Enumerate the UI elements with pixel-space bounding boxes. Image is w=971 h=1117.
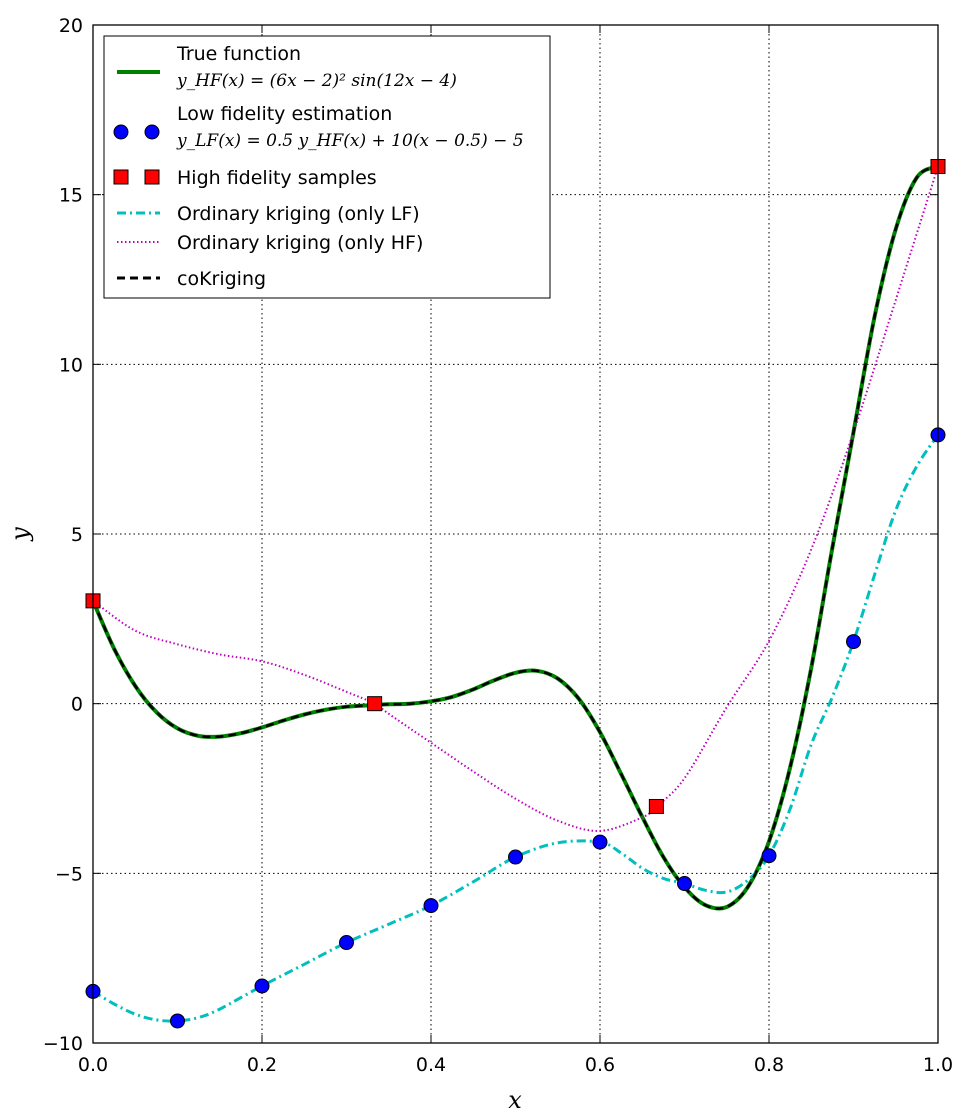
series-line-kriging-hf [92, 166, 939, 832]
legend-label: Low fidelity estimation [177, 103, 392, 125]
low-fidelity-point [677, 876, 692, 892]
x-tick-label: 0.8 [754, 1054, 784, 1076]
series-line-kriging-lf [92, 434, 940, 1023]
legend-formula: y_LF(x) = 0.5 y_HF(x) + 10(x − 0.5) − 5 [176, 131, 524, 151]
low-fidelity-point [761, 848, 777, 864]
x-tick-label: 1.0 [923, 1054, 953, 1076]
legend-swatch-high-fidelity [113, 169, 129, 185]
y-tick-label: 20 [59, 15, 83, 37]
y-tick-label: −10 [43, 1033, 83, 1055]
low-fidelity-point [592, 834, 608, 850]
y-tick-label: 5 [71, 524, 83, 546]
y-axis-label: y [6, 527, 34, 542]
legend-label: Ordinary kriging (only LF) [177, 203, 420, 225]
x-tick-label: 0.0 [78, 1054, 108, 1076]
y-tick-label: 0 [71, 694, 83, 716]
x-axis-label: x [508, 1086, 522, 1114]
x-tick-label: 0.2 [247, 1054, 277, 1076]
y-tick-label: −5 [55, 863, 83, 885]
low-fidelity-point [423, 898, 439, 914]
legend-swatch-high-fidelity [144, 169, 160, 185]
legend-label: High fidelity samples [177, 167, 377, 189]
high-fidelity-point [367, 696, 383, 712]
legend-swatch-low-fidelity [144, 124, 160, 140]
y-tick-label: 15 [59, 185, 83, 207]
legend-formula: y_HF(x) = (6x − 2)² sin(12x − 4) [176, 71, 457, 91]
legend-label: coKriging [177, 268, 266, 290]
y-tick-label: 10 [59, 354, 83, 376]
high-fidelity-point [648, 798, 664, 814]
legend-box [103, 35, 551, 299]
low-fidelity-point [846, 634, 861, 650]
x-tick-label: 0.4 [416, 1054, 446, 1076]
legend-label: Ordinary kriging (only HF) [177, 232, 423, 254]
legend: True function y_HF(x) = (6x − 2)² sin(12x… [103, 35, 551, 299]
low-fidelity-point [170, 1013, 185, 1029]
low-fidelity-point [508, 849, 523, 865]
series-line-cokriging [91, 165, 939, 910]
low-fidelity-point [339, 935, 354, 951]
ticks: 0.0 0.2 0.4 0.6 0.8 1.0 −10 −5 0 5 10 15 20 [43, 15, 953, 1076]
legend-label: True function [176, 43, 301, 65]
low-fidelity-point [254, 978, 270, 994]
legend-swatch-low-fidelity [113, 124, 129, 140]
x-tick-label: 0.6 [585, 1054, 615, 1076]
